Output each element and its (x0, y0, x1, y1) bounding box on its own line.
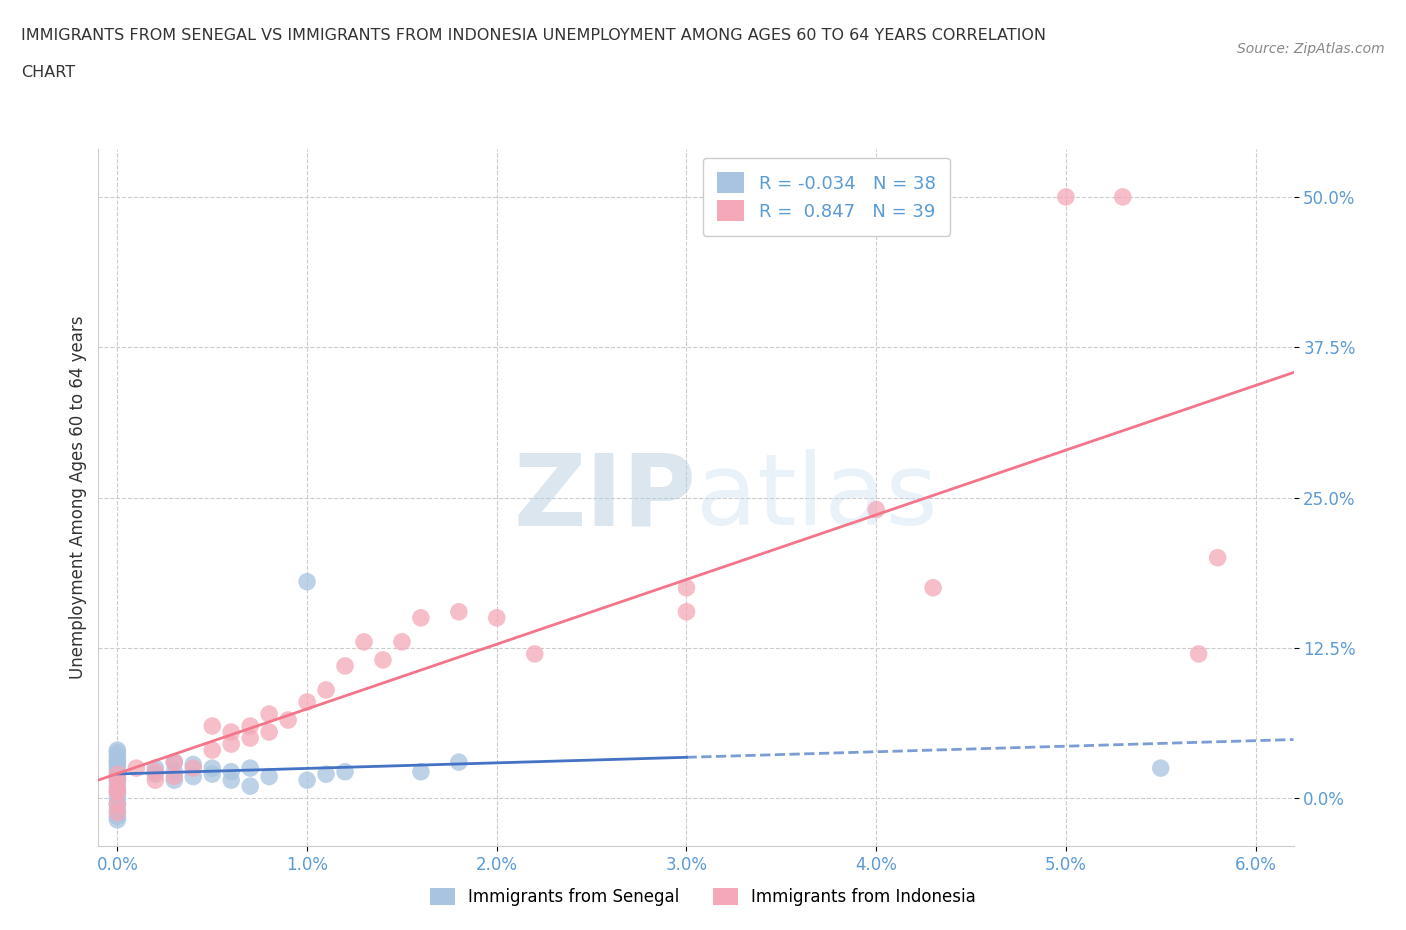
Point (143, 766, 166, 781)
Point (333, 764, 356, 779)
Point (105, 805, 128, 820)
Point (257, 724, 280, 739)
Text: CHART: CHART (21, 65, 75, 80)
Point (239, 719, 262, 734)
Point (1150, 761, 1173, 776)
Point (105, 773, 128, 788)
Point (105, 803, 128, 817)
Point (105, 754, 128, 769)
Legend: Immigrants from Senegal, Immigrants from Indonesia: Immigrants from Senegal, Immigrants from… (423, 881, 983, 912)
Point (409, 764, 432, 779)
Point (105, 785, 128, 800)
Point (105, 778, 128, 793)
Point (485, 610, 508, 625)
Text: Source: ZipAtlas.com: Source: ZipAtlas.com (1237, 42, 1385, 56)
Point (105, 761, 128, 776)
Point (105, 769, 128, 784)
Point (201, 743, 224, 758)
Point (295, 773, 318, 788)
Text: ZIP: ZIP (513, 449, 696, 546)
Point (219, 724, 242, 739)
Point (105, 813, 128, 828)
Point (181, 769, 204, 784)
Point (447, 604, 470, 619)
Point (353, 634, 375, 649)
Point (105, 752, 128, 767)
Point (295, 695, 318, 710)
Point (219, 773, 242, 788)
Point (163, 764, 186, 779)
Point (105, 757, 128, 772)
Point (391, 634, 413, 649)
Point (125, 761, 148, 776)
Point (409, 610, 432, 625)
Point (181, 761, 204, 776)
Point (105, 766, 128, 781)
Point (105, 749, 128, 764)
Point (163, 773, 186, 788)
Point (143, 764, 166, 779)
Point (865, 502, 887, 517)
Point (257, 769, 280, 784)
Point (201, 719, 224, 734)
Point (219, 764, 242, 779)
Point (105, 797, 128, 812)
Point (239, 731, 262, 746)
Point (371, 653, 394, 668)
Point (105, 764, 128, 779)
Point (105, 809, 128, 824)
Point (105, 773, 128, 788)
Legend: R = -0.034   N = 38, R =  0.847   N = 39: R = -0.034 N = 38, R = 0.847 N = 39 (703, 158, 950, 235)
Point (143, 773, 166, 788)
Point (675, 604, 697, 619)
Point (105, 781, 128, 796)
Text: atlas: atlas (696, 449, 938, 546)
Point (105, 785, 128, 800)
Point (1206, 551, 1229, 565)
Point (239, 761, 262, 776)
Point (105, 797, 128, 812)
Point (143, 761, 166, 776)
Point (257, 707, 280, 722)
Point (295, 575, 318, 590)
Point (105, 743, 128, 758)
Point (163, 769, 186, 784)
Point (447, 754, 470, 769)
Point (105, 790, 128, 805)
Point (201, 766, 224, 781)
Point (181, 757, 204, 772)
Point (163, 754, 186, 769)
Point (163, 754, 186, 769)
Point (1112, 190, 1135, 205)
Point (922, 580, 945, 595)
Point (1188, 646, 1211, 661)
Text: IMMIGRANTS FROM SENEGAL VS IMMIGRANTS FROM INDONESIA UNEMPLOYMENT AMONG AGES 60 : IMMIGRANTS FROM SENEGAL VS IMMIGRANTS FR… (21, 28, 1046, 43)
Point (1054, 190, 1077, 205)
Point (201, 761, 224, 776)
Point (315, 683, 337, 698)
Point (523, 646, 546, 661)
Point (277, 712, 299, 727)
Point (239, 778, 262, 793)
Point (315, 766, 337, 781)
Point (333, 658, 356, 673)
Y-axis label: Unemployment Among Ages 60 to 64 years: Unemployment Among Ages 60 to 64 years (69, 316, 87, 679)
Point (105, 745, 128, 760)
Point (219, 737, 242, 751)
Point (675, 580, 697, 595)
